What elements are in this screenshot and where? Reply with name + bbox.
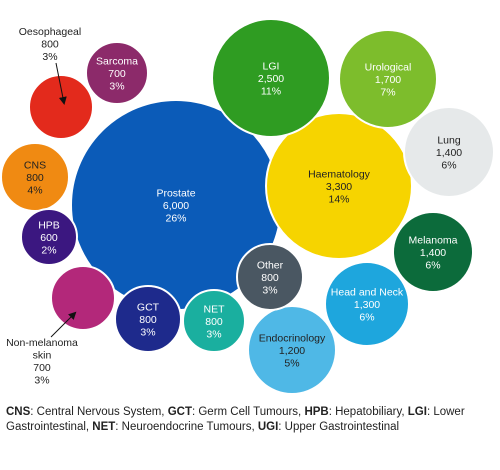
bubble-label: HPB (38, 220, 60, 232)
bubble-percent: 3% (109, 81, 124, 93)
bubble-value: 700 (108, 68, 126, 80)
bubble-value: 3,300 (326, 181, 352, 193)
bubble-label: Other (257, 260, 284, 272)
bubble-percent: 3% (140, 327, 155, 339)
footnote-definition: : Central Nervous System, (30, 406, 167, 418)
footnote-definition: : Germ Cell Tumours, (192, 406, 304, 418)
bubble-circle-oesophageal (29, 75, 93, 139)
footnote-abbr: CNS (6, 406, 30, 418)
footnote-abbr: LGI (408, 406, 427, 418)
bubble-percent: 14% (328, 194, 349, 206)
bubble-value: 800 (41, 39, 59, 51)
bubble-percent: 6% (359, 312, 374, 324)
bubble-label: Head and Neck (331, 287, 404, 299)
bubble-percent: 3% (42, 51, 57, 63)
bubble-value: 1,400 (420, 247, 446, 259)
bubble-value: 2,500 (258, 73, 284, 85)
footnote-definition: : Upper Gastrointestinal (278, 421, 399, 433)
bubble-percent: 4% (27, 185, 42, 197)
bubble-label: Urological (365, 62, 412, 74)
bubble-label: LGI (263, 61, 280, 73)
bubble-label: GCT (137, 302, 160, 314)
bubble-value: 800 (139, 314, 157, 326)
bubble-value: 6,000 (163, 200, 189, 212)
footnote-definition: : Neuroendocrine Tumours, (115, 421, 258, 433)
footnote-abbr: NET (92, 421, 115, 433)
bubble-label: Endocrinology (259, 333, 326, 345)
bubble-value: 1,300 (354, 299, 380, 311)
bubble-label: Oesophageal (19, 26, 81, 38)
bubble-percent: 3% (206, 329, 221, 341)
bubble-percent: 6% (425, 260, 440, 272)
bubble-label: Prostate (156, 188, 195, 200)
bubble-value: 1,400 (436, 147, 462, 159)
footnote-abbr: UGI (258, 421, 278, 433)
bubble-label: CNS (24, 160, 46, 172)
bubble-value: 800 (26, 172, 44, 184)
bubble-label: skin (33, 350, 52, 362)
bubble-label: Sarcoma (96, 56, 138, 68)
bubble-value: 1,700 (375, 74, 401, 86)
bubble-label: Non-melanoma (6, 337, 78, 349)
bubble-percent: 26% (165, 213, 186, 225)
bubble-value: 600 (40, 232, 58, 244)
bubble-percent: 5% (284, 358, 299, 370)
bubble-label: NET (204, 304, 226, 316)
bubble-percent: 2% (41, 245, 56, 257)
bubble-value: 800 (261, 272, 279, 284)
footnote-abbr: GCT (168, 406, 192, 418)
bubble-label: Haematology (308, 169, 371, 181)
bubble-percent: 11% (261, 86, 281, 98)
bubble-value: 1,200 (279, 345, 305, 357)
bubble-percent: 3% (34, 375, 49, 387)
footnote-abbr: HPB (304, 406, 328, 418)
bubble-percent: 7% (380, 87, 395, 99)
bubble-value: 800 (205, 316, 223, 328)
bubble-value: 700 (33, 362, 51, 374)
abbreviations-footnote: CNS: Central Nervous System, GCT: Germ C… (6, 405, 496, 435)
bubble-label: Melanoma (408, 235, 457, 247)
footnote-definition: : Hepatobiliary, (329, 406, 408, 418)
bubble-label: Lung (437, 135, 461, 147)
bubble-percent: 3% (262, 285, 277, 297)
bubble-circle-non-melanoma-skin (51, 266, 115, 330)
bubble-percent: 6% (441, 160, 456, 172)
